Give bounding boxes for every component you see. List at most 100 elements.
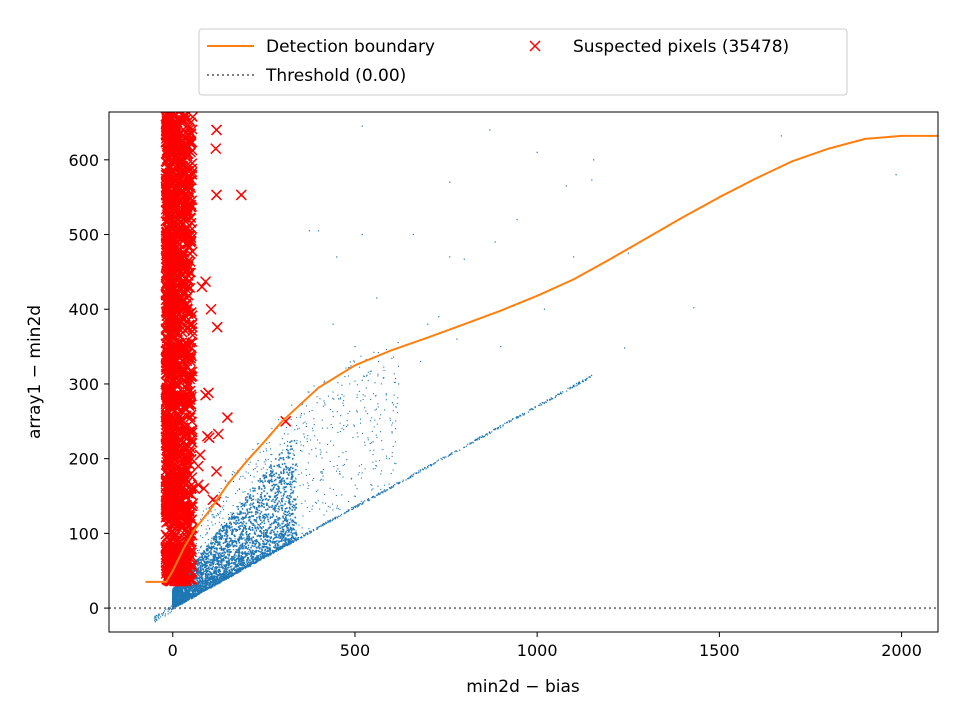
pixel-point: [584, 378, 586, 381]
pixel-point: [292, 537, 295, 540]
pixel-point: [350, 508, 353, 510]
pixel-point: [299, 537, 302, 539]
pixel-point: [285, 427, 288, 429]
pixel-point: [236, 529, 239, 532]
pixel-point: [196, 549, 199, 551]
pixel-point: [217, 580, 220, 583]
pixel-point: [339, 431, 342, 433]
pixel-point: [296, 496, 299, 498]
pixel-point: [212, 583, 214, 586]
pixel-point: [310, 439, 312, 441]
pixel-point: [247, 557, 250, 560]
pixel-point: [271, 516, 274, 518]
pixel-point: [241, 547, 243, 550]
pixel-point: [275, 536, 278, 538]
pixel-point: [179, 599, 181, 601]
pixel-point: [586, 378, 588, 380]
pixel-point: [389, 417, 391, 419]
pixel-point: [297, 538, 299, 540]
pixel-point: [369, 370, 371, 372]
pixel-point: [228, 554, 230, 556]
pixel-point: [241, 560, 244, 562]
pixel-point: [349, 410, 351, 412]
pixel-point: [212, 582, 215, 584]
pixel-point: [258, 558, 260, 560]
pixel-point: [364, 395, 366, 397]
pixel-point: [573, 384, 575, 386]
pixel-point: [299, 450, 302, 452]
pixel-point: [246, 513, 249, 515]
pixel-point: [352, 507, 354, 509]
pixel-point: [539, 404, 541, 406]
pixel-point: [232, 541, 235, 544]
pixel-point: [521, 413, 524, 415]
pixel-point: [320, 478, 322, 480]
pixel-point: [244, 565, 246, 567]
pixel-point: [202, 559, 205, 561]
pixel-point: [285, 517, 287, 519]
pixel-point: [292, 506, 295, 509]
pixel-point: [291, 491, 293, 494]
pixel-point: [312, 529, 315, 531]
pixel-point: [222, 577, 225, 580]
pixel-point: [419, 471, 421, 473]
pixel-point: [486, 433, 488, 435]
pixel-point: [248, 518, 251, 521]
pixel-point: [195, 595, 197, 597]
pixel-point: [196, 593, 198, 596]
pixel-point: [333, 517, 336, 519]
pixel-point: [256, 493, 258, 495]
pixel-point: [270, 536, 273, 538]
pixel-point: [184, 601, 186, 603]
pixel-point: [365, 387, 367, 389]
pixel-point: [285, 542, 288, 544]
pixel-point: [393, 404, 395, 406]
pixel-point: [220, 530, 223, 532]
pixel-point: [223, 548, 226, 550]
pixel-point: [185, 599, 187, 602]
pixel-point: [261, 551, 264, 554]
pixel-point: [236, 570, 239, 572]
pixel-point: [367, 439, 369, 441]
pixel-point: [217, 576, 219, 578]
pixel-point: [359, 418, 362, 420]
pixel-point: [271, 489, 273, 492]
pixel-point: [295, 530, 297, 532]
pixel-point: [293, 454, 296, 457]
pixel-point: [257, 550, 259, 552]
pixel-point: [206, 552, 208, 554]
pixel-point: [296, 424, 298, 427]
pixel-point: [573, 256, 575, 258]
pixel-point: [220, 525, 222, 527]
pixel-point: [236, 523, 238, 525]
pixel-point: [236, 571, 238, 574]
pixel-point: [342, 402, 344, 404]
pixel-point: [442, 456, 444, 459]
pixel-point: [209, 576, 212, 578]
pixel-point: [230, 544, 232, 547]
pixel-point: [211, 573, 214, 575]
pixel-point: [204, 586, 206, 588]
pixel-point: [182, 586, 184, 589]
pixel-point: [278, 500, 280, 503]
pixel-point: [376, 465, 378, 467]
pixel-point: [306, 532, 308, 534]
pixel-point: [245, 566, 247, 568]
pixel-point: [226, 525, 229, 527]
pixel-point: [356, 432, 358, 434]
pixel-point: [445, 456, 447, 458]
pixel-point: [242, 542, 244, 544]
pixel-point: [295, 481, 297, 483]
pixel-point: [480, 436, 482, 438]
pixel-point: [197, 560, 200, 562]
pixel-point: [257, 498, 259, 500]
pixel-point: [279, 548, 281, 550]
pixel-point: [222, 542, 225, 545]
pixel-point: [187, 594, 190, 597]
pixel-point: [238, 488, 241, 491]
pixel-point: [287, 539, 289, 542]
pixel-point: [246, 508, 248, 511]
pixel-point: [190, 575, 193, 577]
pixel-point: [283, 479, 285, 482]
